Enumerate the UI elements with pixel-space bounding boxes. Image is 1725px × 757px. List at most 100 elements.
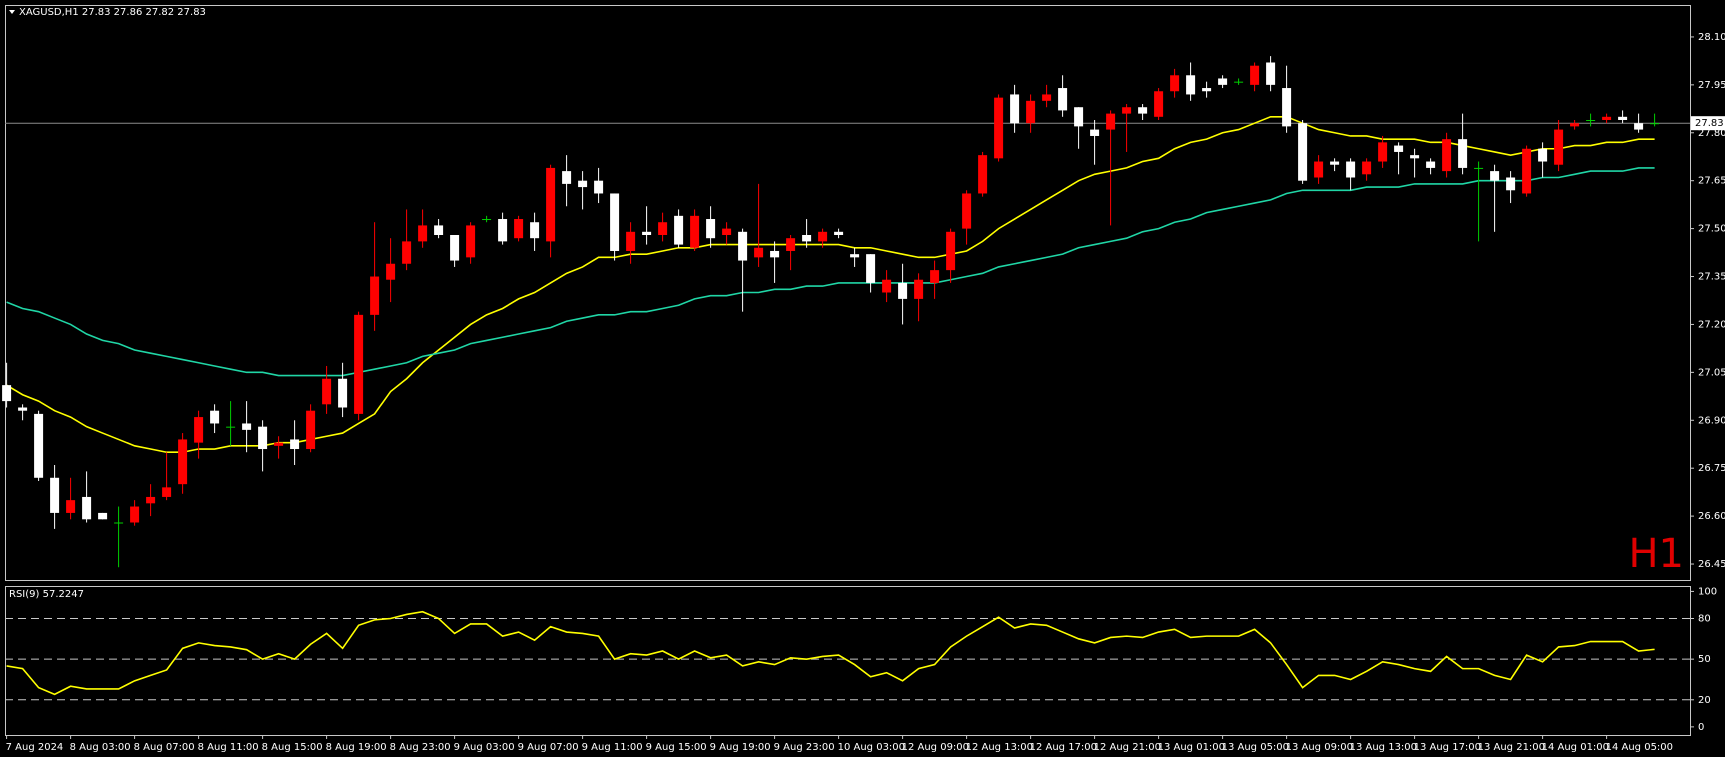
candle-body — [770, 250, 780, 258]
candle-body — [1346, 161, 1356, 178]
y-tick-label: 27.65 — [1698, 176, 1725, 187]
candle-body — [946, 231, 956, 271]
y-tick-label: 0 — [1698, 722, 1704, 733]
candle-body — [18, 407, 28, 411]
candle-body — [914, 279, 924, 299]
candle-body — [1090, 129, 1100, 136]
y-tick-label: 100 — [1698, 586, 1717, 597]
candle-body — [82, 496, 92, 520]
x-tick-label: 8 Aug 07:00 — [134, 742, 195, 753]
x-tick-label: 13 Aug 17:00 — [1414, 742, 1481, 753]
candle-body — [1394, 145, 1404, 152]
candle-body — [1602, 116, 1612, 120]
rsi-title: RSI(9) 57.2247 — [9, 589, 84, 600]
candle-body — [1122, 107, 1132, 114]
x-tick-label: 10 Aug 03:00 — [838, 742, 905, 753]
candle-body — [1570, 123, 1580, 127]
candle-body — [1490, 171, 1500, 181]
candle-body — [1538, 148, 1548, 162]
candle-body — [434, 225, 444, 235]
candle-body — [130, 506, 140, 523]
x-tick-label: 14 Aug 01:00 — [1542, 742, 1609, 753]
x-tick-label: 9 Aug 23:00 — [774, 742, 835, 753]
candle-body — [1138, 107, 1148, 114]
candle-body — [706, 219, 716, 239]
bid-label: 27.83 — [1695, 118, 1724, 129]
x-tick-label: 9 Aug 11:00 — [582, 742, 643, 753]
candle-body — [1474, 167, 1484, 169]
x-tick-label: 12 Aug 21:00 — [1094, 742, 1161, 753]
candle-body — [274, 442, 284, 446]
x-tick-label: 13 Aug 21:00 — [1478, 742, 1545, 753]
candle-body — [402, 241, 412, 264]
candle-body — [994, 97, 1004, 159]
y-tick-label: 26.60 — [1698, 511, 1725, 522]
x-tick-label: 9 Aug 03:00 — [454, 742, 515, 753]
candle-body — [1298, 123, 1308, 181]
candle-body — [658, 222, 668, 235]
x-tick-label: 9 Aug 07:00 — [518, 742, 579, 753]
candle-body — [1250, 65, 1260, 85]
x-tick-label: 9 Aug 19:00 — [710, 742, 771, 753]
candle-body — [98, 512, 108, 520]
candle-body — [258, 426, 268, 450]
candle-body — [1234, 81, 1244, 83]
candle-body — [242, 423, 252, 430]
candle-body — [850, 254, 860, 258]
candle-body — [738, 231, 748, 261]
candle-body — [466, 225, 476, 258]
candle-body — [1378, 142, 1388, 162]
x-tick-label: 8 Aug 19:00 — [326, 742, 387, 753]
candle-body — [1554, 129, 1564, 165]
y-tick-label: 27.50 — [1698, 224, 1725, 235]
candle-body — [546, 167, 556, 242]
candle-body — [66, 500, 76, 513]
candle-body — [1650, 123, 1660, 125]
candle-body — [34, 413, 44, 478]
candle-body — [1586, 120, 1596, 121]
chart-title: XAGUSD,H1 27.83 27.86 27.82 27.83 — [19, 7, 206, 18]
candle-body — [834, 231, 844, 235]
candle-body — [1330, 161, 1340, 165]
x-tick-label: 13 Aug 05:00 — [1222, 742, 1289, 753]
x-tick-label: 8 Aug 15:00 — [262, 742, 323, 753]
y-tick-label: 26.45 — [1698, 559, 1725, 570]
y-tick-label: 27.95 — [1698, 80, 1725, 91]
candle-body — [1506, 177, 1516, 191]
candle-body — [530, 222, 540, 239]
x-tick-label: 12 Aug 13:00 — [966, 742, 1033, 753]
bid-label-box — [1691, 116, 1725, 131]
x-tick-label: 14 Aug 05:00 — [1606, 742, 1673, 753]
candle-body — [1282, 88, 1292, 127]
y-tick-label: 28.10 — [1698, 32, 1725, 43]
candle-body — [562, 171, 572, 184]
candle-body — [354, 314, 364, 414]
price-panel — [5, 5, 1691, 581]
candle-body — [2, 385, 12, 402]
candle-body — [1074, 107, 1084, 127]
candle-body — [1618, 116, 1628, 120]
x-tick-label: 12 Aug 09:00 — [902, 742, 969, 753]
candle-body — [1026, 100, 1036, 124]
x-tick-label: 13 Aug 13:00 — [1350, 742, 1417, 753]
timeframe-label: H1 — [1628, 531, 1684, 577]
candle-body — [594, 180, 604, 194]
menu-arrow[interactable] — [9, 10, 15, 14]
candle-body — [114, 522, 124, 524]
candle-body — [578, 180, 588, 188]
candle-body — [930, 270, 940, 283]
candle-body — [674, 215, 684, 245]
candle-body — [1154, 91, 1164, 117]
candle-body — [386, 263, 396, 280]
candle-body — [514, 219, 524, 239]
candle-body — [1410, 155, 1420, 159]
rsi-panel — [5, 586, 1691, 736]
candle-body — [146, 496, 156, 504]
candle-body — [162, 487, 172, 497]
candle-body — [818, 231, 828, 242]
candle-body — [1458, 139, 1468, 168]
candle-body — [1218, 78, 1228, 85]
x-tick-label: 7 Aug 2024 — [6, 742, 64, 753]
